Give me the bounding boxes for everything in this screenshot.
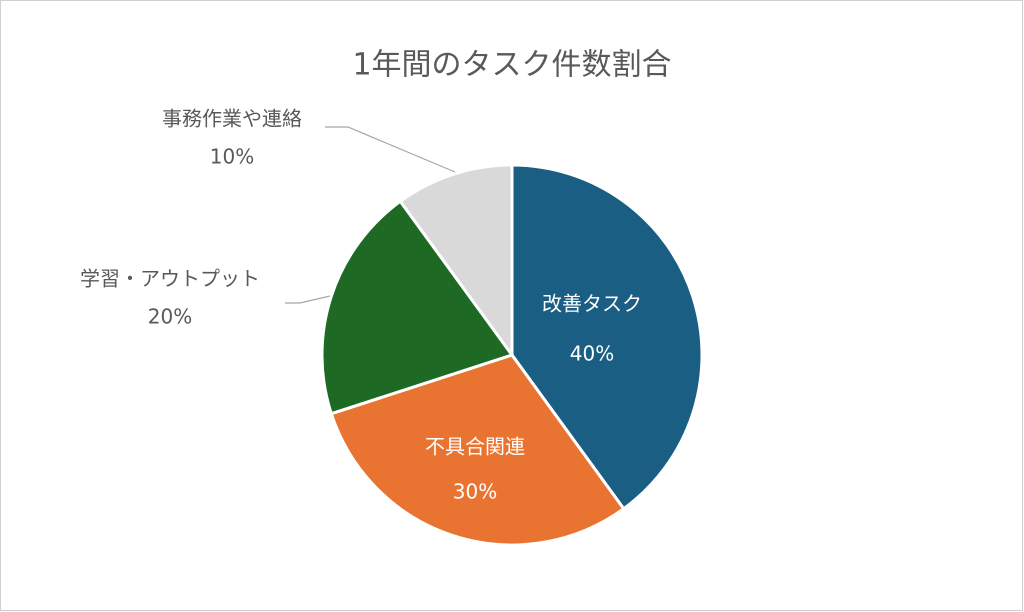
slice-category-label: 事務作業や連絡 (162, 107, 302, 131)
chart-title: 1年間のタスク件数割合 (352, 48, 671, 83)
leader-line (325, 126, 456, 173)
pie-slice (398, 163, 514, 360)
slice-value-label: 10% (210, 145, 254, 169)
slice-value-label: 30% (453, 480, 497, 504)
slice-category-label: 改善タスク (542, 292, 642, 316)
pie-slice (510, 163, 704, 511)
slice-category-label: 不具合関連 (425, 435, 525, 459)
pie-slice (329, 353, 626, 547)
pie-slice (320, 199, 515, 416)
slice-value-label: 40% (570, 342, 614, 366)
slice-category-label: 学習・アウトプット (80, 267, 260, 291)
leader-line (285, 295, 331, 304)
slice-value-label: 20% (148, 305, 192, 329)
